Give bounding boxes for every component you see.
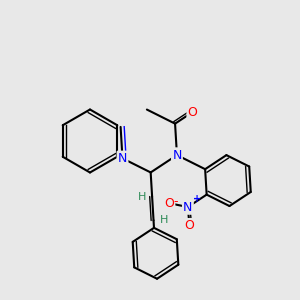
- Text: H: H: [160, 215, 168, 225]
- Text: O: O: [188, 106, 197, 118]
- Text: H: H: [137, 192, 146, 202]
- Text: -: -: [174, 195, 178, 208]
- Text: O: O: [164, 197, 174, 210]
- Text: N: N: [118, 152, 127, 165]
- Text: O: O: [184, 219, 194, 232]
- Text: N: N: [183, 200, 193, 214]
- Text: N: N: [172, 148, 182, 162]
- Text: +: +: [193, 194, 201, 204]
